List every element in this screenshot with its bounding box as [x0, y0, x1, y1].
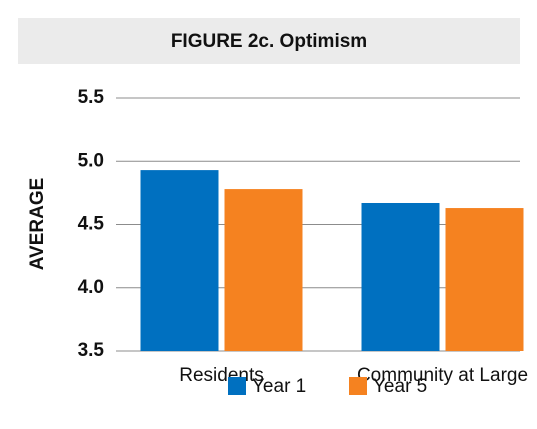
- y-tick-label: 4.5: [78, 214, 105, 235]
- chart-title: FIGURE 2c. Optimism: [171, 31, 367, 52]
- legend-label: Year 1: [252, 376, 306, 397]
- y-tick-label: 3.5: [78, 340, 105, 361]
- bar: [361, 202, 440, 351]
- y-tick-label: 5.0: [78, 150, 104, 171]
- bar: [445, 208, 524, 351]
- legend-label: Year 5: [373, 376, 427, 397]
- legend-swatch: [349, 377, 367, 395]
- x-tick-label: Community at Large: [357, 365, 528, 386]
- y-tick-label: 5.5: [78, 87, 105, 108]
- bar: [224, 189, 303, 351]
- bar: [140, 170, 219, 351]
- y-axis-label: AVERAGE: [27, 178, 48, 271]
- y-tick-label: 4.0: [78, 277, 104, 298]
- title-band: [18, 18, 520, 64]
- legend-swatch: [228, 377, 246, 395]
